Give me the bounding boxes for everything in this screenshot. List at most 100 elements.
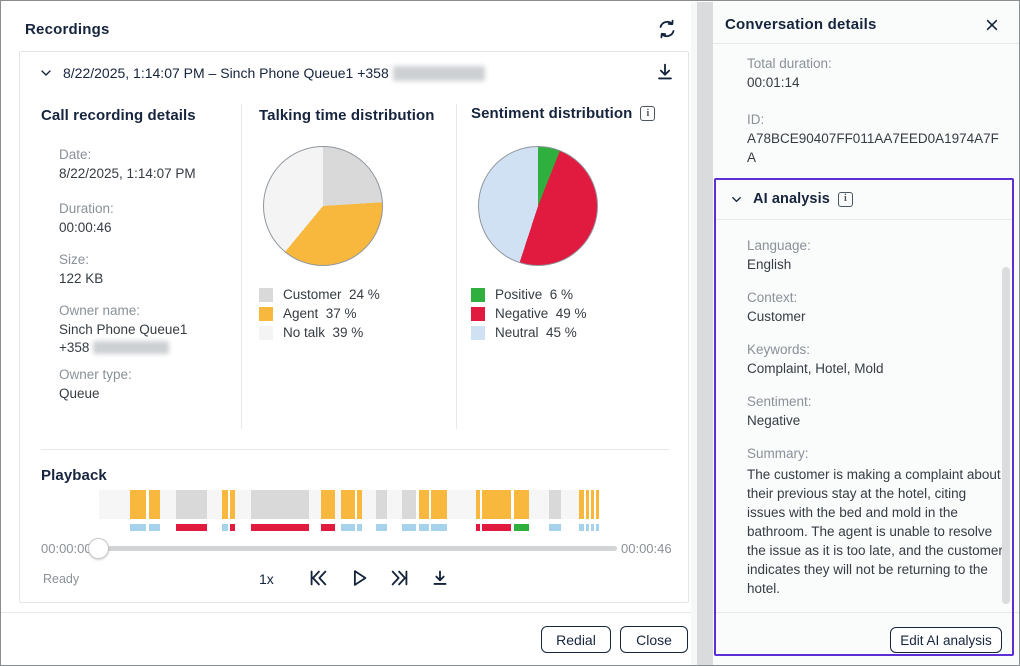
talk-segment [561, 490, 579, 519]
field-value: Complaint, Hotel, Mold [747, 361, 884, 376]
sentiment-segment [160, 524, 176, 531]
collapse-chevron[interactable] [35, 62, 57, 84]
legend-swatch [471, 325, 485, 340]
sentiment-segment [387, 524, 402, 531]
edit-ai-analysis-button[interactable]: Edit AI analysis [890, 627, 1002, 653]
refresh-button[interactable] [653, 15, 681, 43]
sentiment-heading-row: Sentiment distribution i [471, 105, 656, 122]
field-label: Summary: [747, 446, 809, 461]
recordings-title: Recordings [25, 21, 110, 38]
elapsed-time: 00:00:00 [41, 541, 92, 556]
waveform-segment [130, 490, 146, 531]
sentiment-segment [176, 524, 207, 531]
field-label: Size: [59, 252, 90, 267]
talking-time-pie-chart [263, 146, 383, 266]
field-value: Customer [747, 309, 806, 324]
talk-segment [130, 490, 146, 519]
sentiment-segment [431, 524, 447, 531]
sentiment-segment [419, 524, 429, 531]
sentiment-segment [362, 524, 376, 531]
talk-segment [341, 490, 355, 519]
talk-segment [207, 490, 222, 519]
sentiment-segment [130, 524, 146, 531]
legend-swatch [259, 325, 273, 340]
column-divider [456, 104, 457, 429]
waveform-segment [586, 490, 589, 531]
close-panel-button[interactable] [980, 13, 1004, 37]
talk-segment [149, 490, 160, 519]
playback-speed-button[interactable]: 1x [259, 567, 274, 591]
sentiment-segment [447, 524, 476, 531]
seek-slider-handle[interactable] [88, 538, 109, 559]
playback-heading: Playback [41, 467, 107, 484]
waveform-segment [160, 490, 176, 531]
field-value: Negative [747, 413, 801, 428]
waveform-segment [591, 490, 594, 531]
recording-row[interactable]: 8/22/2025, 1:14:07 PM – Sinch Phone Queu… [35, 59, 665, 87]
info-icon[interactable]: i [837, 191, 853, 207]
conversation-details-panel [713, 2, 1019, 665]
ai-analysis-header[interactable]: AI analysis i [727, 190, 853, 208]
sentiment-segment [99, 524, 130, 531]
talk-segment [596, 490, 599, 519]
waveform-segment [222, 490, 228, 531]
play-icon [353, 570, 367, 586]
talk-segment [362, 490, 376, 519]
waveform-segment [376, 490, 387, 531]
redial-button[interactable]: Redial [541, 626, 611, 653]
field-value: 122 KB [59, 271, 104, 286]
waveform-segment [561, 490, 579, 531]
playback-status: Ready [43, 572, 80, 586]
sentiment-segment [549, 524, 561, 531]
section-divider [41, 449, 669, 450]
legend-item: No talk 39 % [259, 323, 380, 342]
close-icon [986, 19, 998, 31]
skip-forward-icon [391, 570, 408, 586]
legend-label: Agent 37 % [283, 306, 357, 321]
skip-forward-button[interactable] [387, 565, 413, 591]
waveform-segment [251, 490, 309, 531]
column-divider [241, 104, 242, 429]
play-button[interactable] [346, 565, 372, 591]
field-value: English [747, 257, 792, 272]
talk-segment [549, 490, 561, 519]
talking-time-legend: Customer 24 % Agent 37 % No talk 39 % [259, 285, 380, 342]
playback-waveform[interactable] [99, 490, 599, 531]
waveform-segment [387, 490, 402, 531]
scrollbar-thumb[interactable] [1002, 267, 1010, 604]
sentiment-segment [596, 524, 599, 531]
close-button[interactable]: Close [620, 626, 688, 653]
sentiment-segment [341, 524, 355, 531]
redacted-phone-number [93, 341, 170, 354]
download-audio-button[interactable] [427, 565, 453, 591]
seek-slider-track[interactable] [97, 546, 617, 551]
talk-segment [309, 490, 321, 519]
sentiment-segment [476, 524, 480, 531]
waveform-segment [514, 490, 529, 531]
field-value: 00:01:14 [747, 75, 800, 90]
legend-item: Agent 37 % [259, 304, 380, 323]
legend-item: Neutral 45 % [471, 323, 587, 342]
redacted-phone-number [392, 65, 485, 81]
sentiment-segment [482, 524, 511, 531]
talk-segment [251, 490, 309, 519]
skip-back-icon [310, 570, 327, 586]
talk-segment [335, 490, 341, 519]
field-value: 8/22/2025, 1:14:07 PM [59, 166, 196, 181]
sentiment-legend: Positive 6 % Negative 49 % Neutral 45 % [471, 285, 587, 342]
download-icon [433, 570, 447, 585]
talk-segment [99, 490, 130, 519]
legend-label: Positive 6 % [495, 287, 574, 302]
field-label: Duration: [59, 201, 114, 216]
waveform-segment [579, 490, 584, 531]
collapse-chevron[interactable] [727, 190, 745, 208]
info-icon[interactable]: i [640, 106, 656, 121]
waveform-segment [309, 490, 321, 531]
waveform-segment [549, 490, 561, 531]
sentiment-segment [586, 524, 589, 531]
skip-back-button[interactable] [305, 565, 331, 591]
ai-summary-text: The customer is making a complaint about… [747, 467, 1003, 596]
ai-analysis-heading: AI analysis [753, 191, 830, 207]
talk-segment [357, 490, 362, 519]
download-recording-button[interactable] [651, 58, 679, 86]
